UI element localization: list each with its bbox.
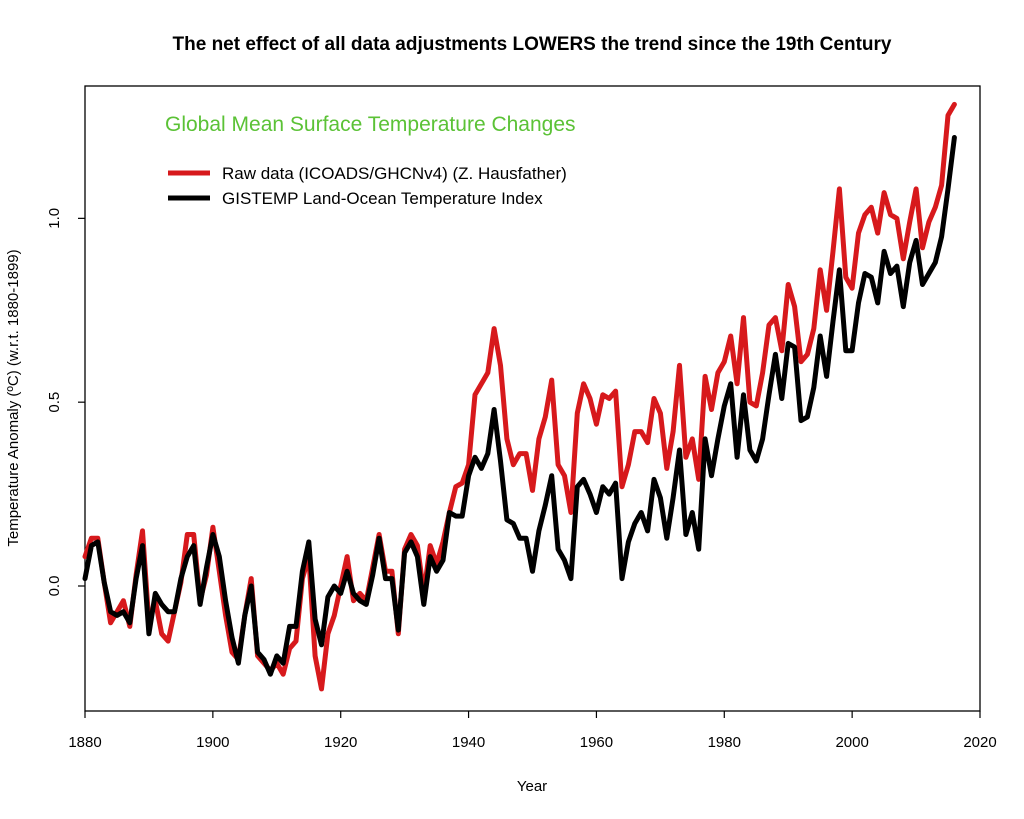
legend-label-raw: Raw data (ICOADS/GHCNv4) (Z. Hausfather) <box>222 164 567 183</box>
inner-title: Global Mean Surface Temperature Changes <box>165 113 576 136</box>
y-tick-label-0: 0.0 <box>46 576 63 597</box>
x-tick-label-1900: 1900 <box>196 734 229 751</box>
series-layer <box>82 101 957 692</box>
x-axis: 1880 1900 1920 1940 1960 1980 2000 2020 <box>68 711 997 751</box>
y-tick-label-1: 0.5 <box>46 392 63 413</box>
legend: Raw data (ICOADS/GHCNv4) (Z. Hausfather)… <box>168 164 567 208</box>
y-tick-label-2: 1.0 <box>46 208 63 229</box>
legend-label-gistemp: GISTEMP Land-Ocean Temperature Index <box>222 189 543 208</box>
series-line-gistemp <box>82 135 957 677</box>
x-tick-label-1940: 1940 <box>452 734 485 751</box>
x-tick-label-2020: 2020 <box>963 734 996 751</box>
y-axis: 0.0 0.5 1.0 <box>46 208 85 597</box>
x-tick-label-1880: 1880 <box>68 734 101 751</box>
y-axis-label: Temperature Anomaly (ºC) (w.r.t. 1880-18… <box>5 249 22 546</box>
x-axis-label: Year <box>517 778 547 795</box>
x-tick-label-1920: 1920 <box>324 734 357 751</box>
x-tick-label-1960: 1960 <box>580 734 613 751</box>
plot-frame <box>84 85 981 712</box>
chart-title: The net effect of all data adjustments L… <box>173 34 892 55</box>
x-tick-label-1980: 1980 <box>708 734 741 751</box>
x-tick-label-2000: 2000 <box>835 734 868 751</box>
series-line-raw <box>82 101 957 692</box>
